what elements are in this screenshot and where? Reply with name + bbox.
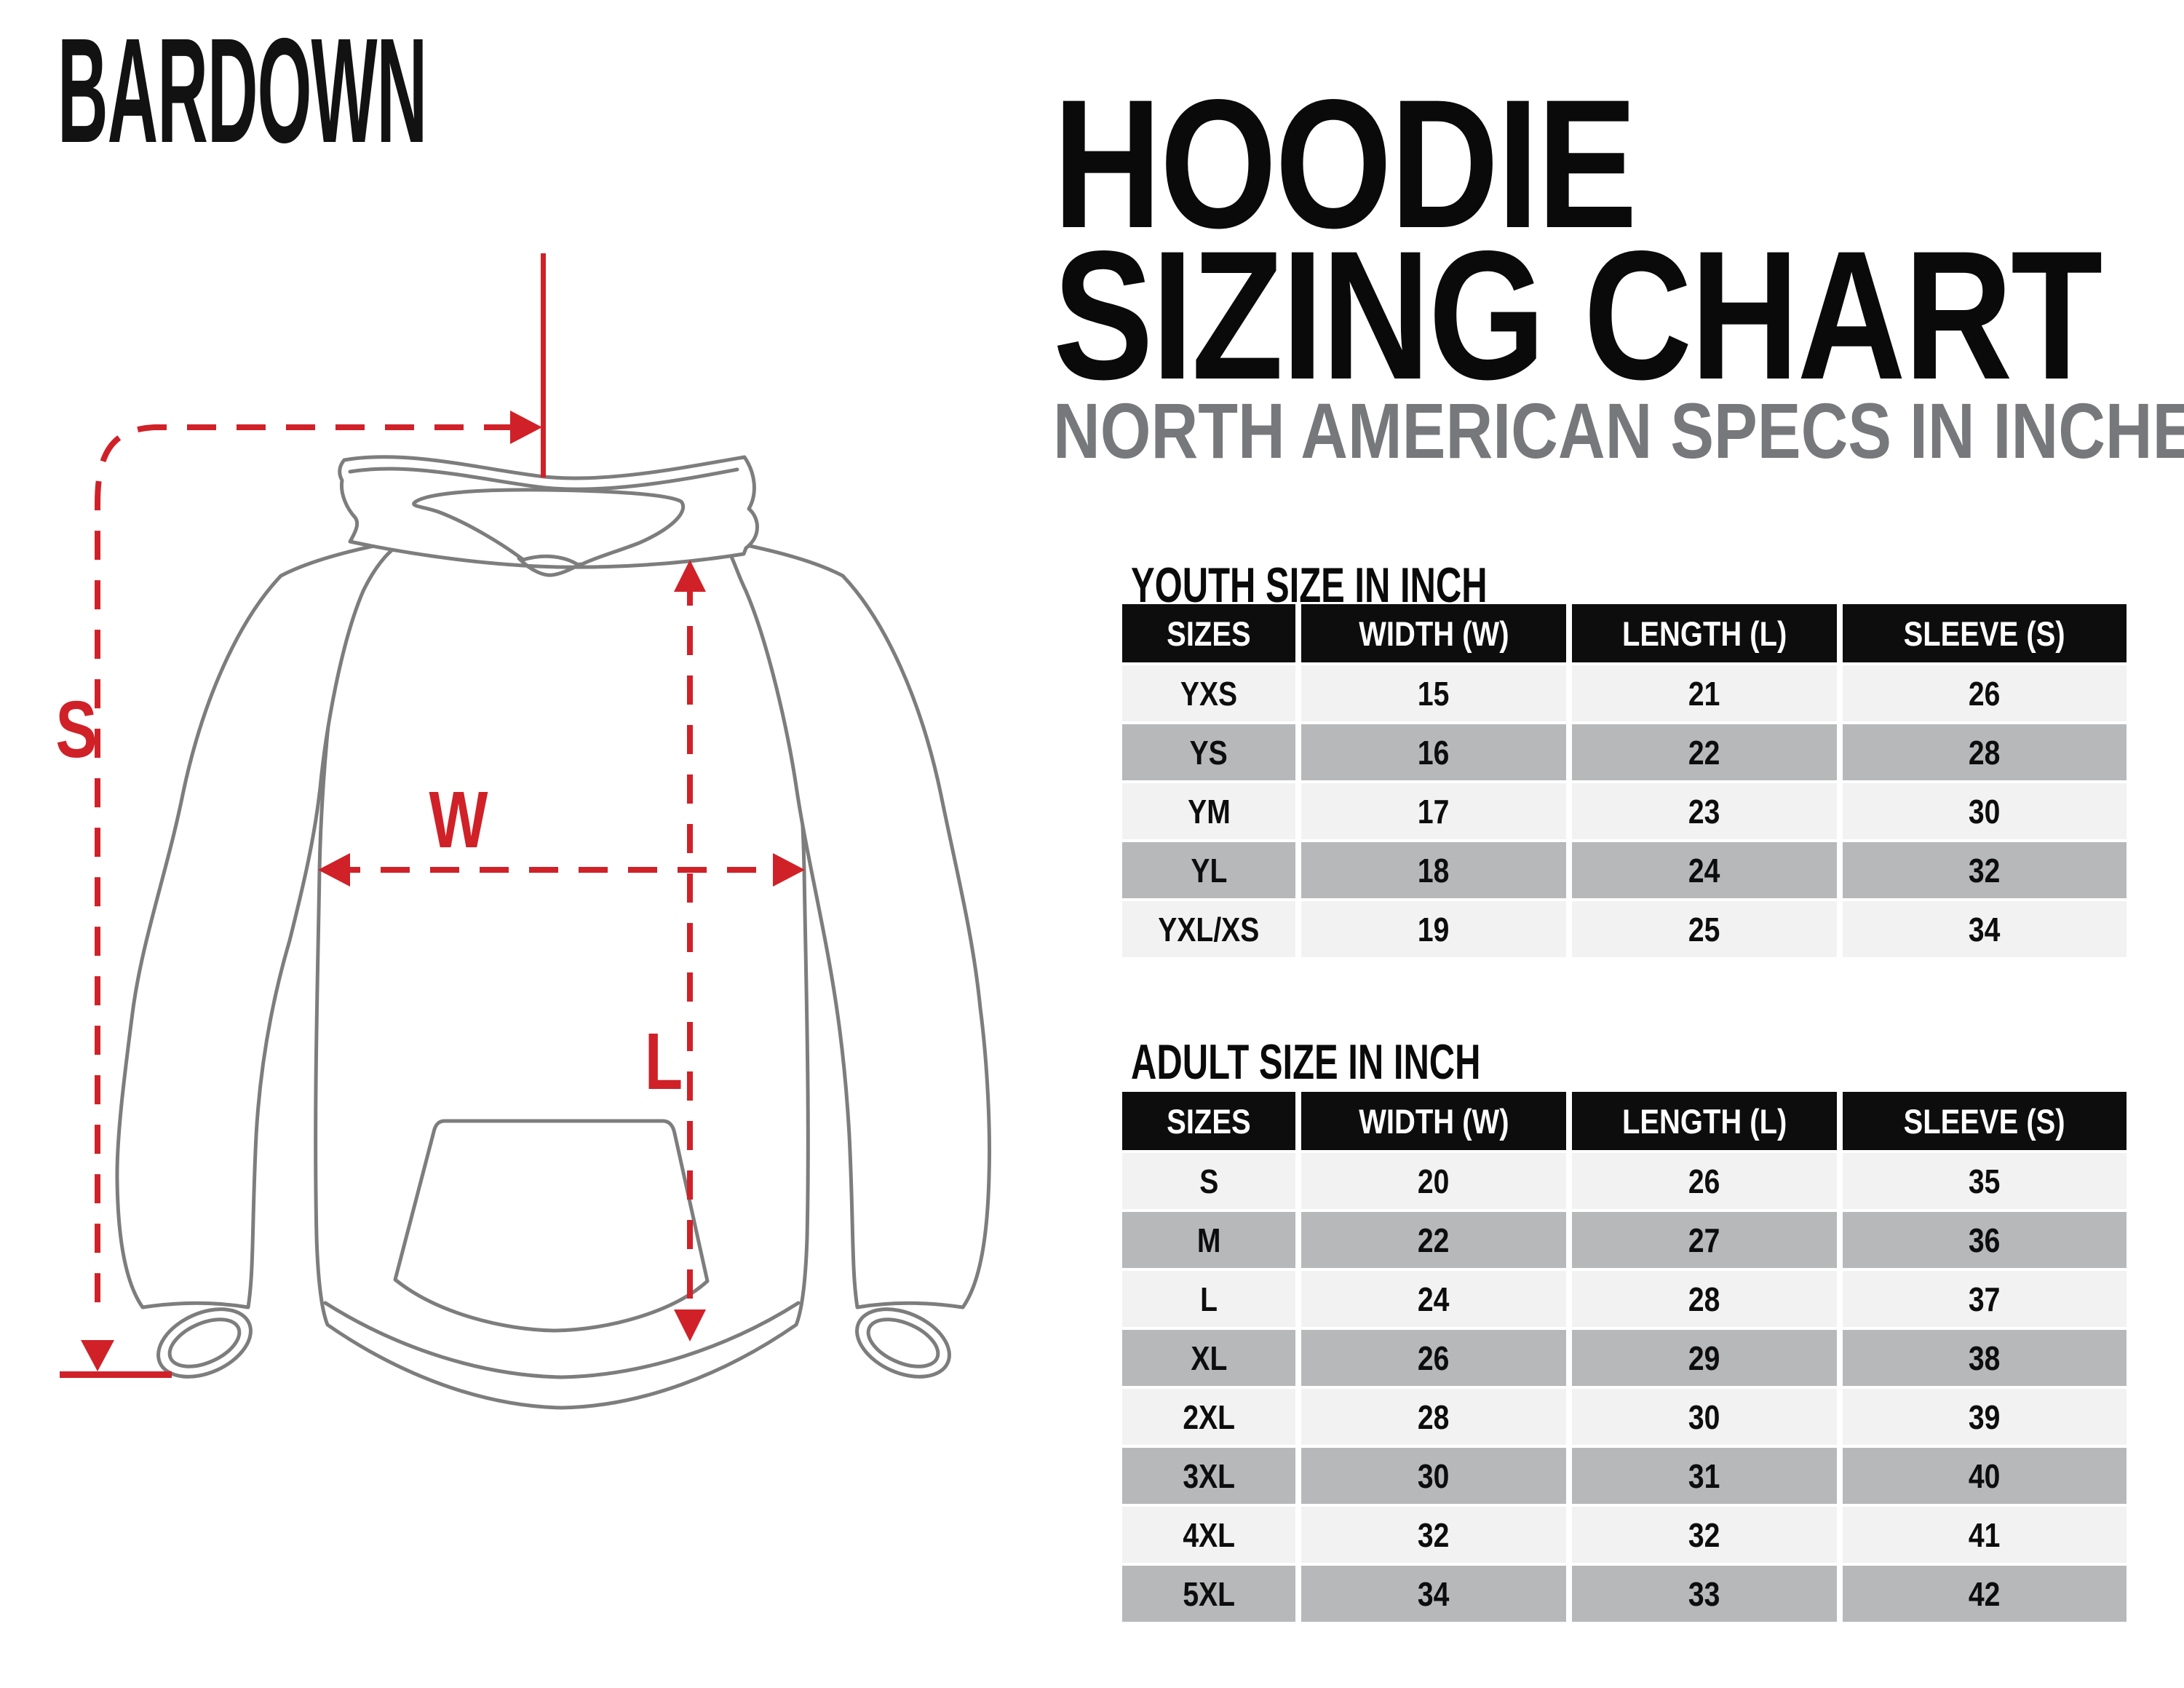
measurement-cell: 17 [1301,783,1566,839]
measurement-cell: 27 [1572,1212,1837,1268]
size-cell: YS [1122,724,1295,780]
width-measure-arrowhead-right [773,853,805,887]
hoodie-hem-seam [323,1301,801,1379]
hoodie-left-cuff [156,1307,253,1379]
measurement-cell: 29 [1572,1330,1837,1386]
size-cell: L [1122,1271,1295,1327]
measurement-cell: 31 [1572,1448,1837,1504]
size-cell: XL [1122,1330,1295,1386]
length-measure-arrowhead-up [674,560,706,592]
page-title-line2: SIZING CHART [1053,213,2102,418]
adult-table-heading: ADULT SIZE IN INCH [1131,1034,1481,1090]
youth-table-heading: YOUTH SIZE IN INCH [1131,558,1488,613]
hoodie-right-sleeve [714,537,991,1309]
width-measure-arrowhead-left [318,853,350,887]
size-cell: M [1122,1212,1295,1268]
measurement-cell: 28 [1301,1389,1566,1445]
measurement-cell: 24 [1301,1271,1566,1327]
adult-size-table: SIZES WIDTH (W) LENGTH (L) SLEEVE (S) S 20 26 3… [1122,1092,2127,1622]
sleeve-measure-arrowhead-right [510,411,542,444]
measurement-cell: 24 [1572,842,1837,898]
column-header: WIDTH (W) [1301,604,1566,662]
size-cell: 4XL [1122,1507,1295,1563]
measurement-cell: 23 [1572,783,1837,839]
hoodie-collar-v-notch [517,556,582,577]
size-cell: YXS [1122,665,1295,721]
measurement-cell: 15 [1301,665,1566,721]
column-header: SLEEVE (S) [1843,1092,2127,1150]
measurement-cell: 30 [1843,783,2127,839]
length-measure-arrowhead-down [674,1309,706,1342]
size-cell: 3XL [1122,1448,1295,1504]
hoodie-hood-inner-edge [348,467,739,491]
size-cell: 2XL [1122,1389,1295,1445]
measurement-cell: 21 [1572,665,1837,721]
measurement-cell: 32 [1572,1507,1837,1563]
measurement-cell: 18 [1301,842,1566,898]
measurement-cell: 40 [1843,1448,2127,1504]
column-header: LENGTH (L) [1572,604,1837,662]
measurement-cell: 38 [1843,1330,2127,1386]
sleeve-measure-top-tick [541,253,546,478]
column-header: SIZES [1122,1092,1295,1150]
size-cell: YL [1122,842,1295,898]
measurement-cell: 34 [1843,901,2127,957]
measurement-cell: 41 [1843,1507,2127,1563]
measurement-cell: 20 [1301,1153,1566,1209]
measurement-cell: 39 [1843,1389,2127,1445]
hoodie-pocket [393,1119,710,1333]
size-cell: YM [1122,783,1295,839]
hoodie-left-sleeve [115,537,410,1309]
column-header: WIDTH (W) [1301,1092,1566,1150]
column-header: SLEEVE (S) [1843,604,2127,662]
column-header: SIZES [1122,604,1295,662]
measurement-cell: 26 [1843,665,2127,721]
measurement-cell: 28 [1572,1271,1837,1327]
sleeve-measure-label: S [55,685,97,774]
length-measure-label: L [645,1017,683,1106]
measurement-cell: 37 [1843,1271,2127,1327]
size-cell: YXL/XS [1122,901,1295,957]
measurement-cell: 19 [1301,901,1566,957]
measurement-cell: 34 [1301,1566,1566,1622]
measurement-cell: 22 [1301,1212,1566,1268]
column-header: LENGTH (L) [1572,1092,1837,1150]
measurement-cell: 16 [1301,724,1566,780]
brand-logo: BARDOWN [57,16,843,165]
measurement-cell: 36 [1843,1212,2127,1268]
measurement-cell: 32 [1301,1507,1566,1563]
brand-logo-text: BARDOWN [57,7,427,174]
size-cell: 5XL [1122,1566,1295,1622]
measurement-cell: 42 [1843,1566,2127,1622]
measurement-cell: 26 [1572,1153,1837,1209]
measurement-cell: 28 [1843,724,2127,780]
measurement-cell: 30 [1301,1448,1566,1504]
measurement-cell: 26 [1301,1330,1566,1386]
size-cell: S [1122,1153,1295,1209]
youth-size-table: SIZES WIDTH (W) LENGTH (L) SLEEVE (S) YXS 15 2… [1122,604,2127,957]
width-measure-label: W [429,775,488,865]
measurement-cell: 30 [1572,1389,1837,1445]
sleeve-measure-end-bar [60,1371,172,1378]
page-subtitle: NORTH AMERICAN SPECS IN INCHES [1053,387,2184,475]
hoodie-right-cuff [855,1307,951,1379]
measurement-cell: 25 [1572,901,1837,957]
sleeve-measure-arrowhead-down [81,1340,114,1371]
page-title-line1: HOODIE [1053,62,1637,266]
measurement-cell: 32 [1843,842,2127,898]
measurement-cell: 33 [1572,1566,1837,1622]
hoodie-measurement-diagram: S W L [0,0,1048,1427]
hoodie-collar-opening [412,488,686,568]
sleeve-measure-dashed-line [95,424,513,1304]
measurement-cell: 35 [1843,1153,2127,1209]
measurement-cell: 22 [1572,724,1837,780]
